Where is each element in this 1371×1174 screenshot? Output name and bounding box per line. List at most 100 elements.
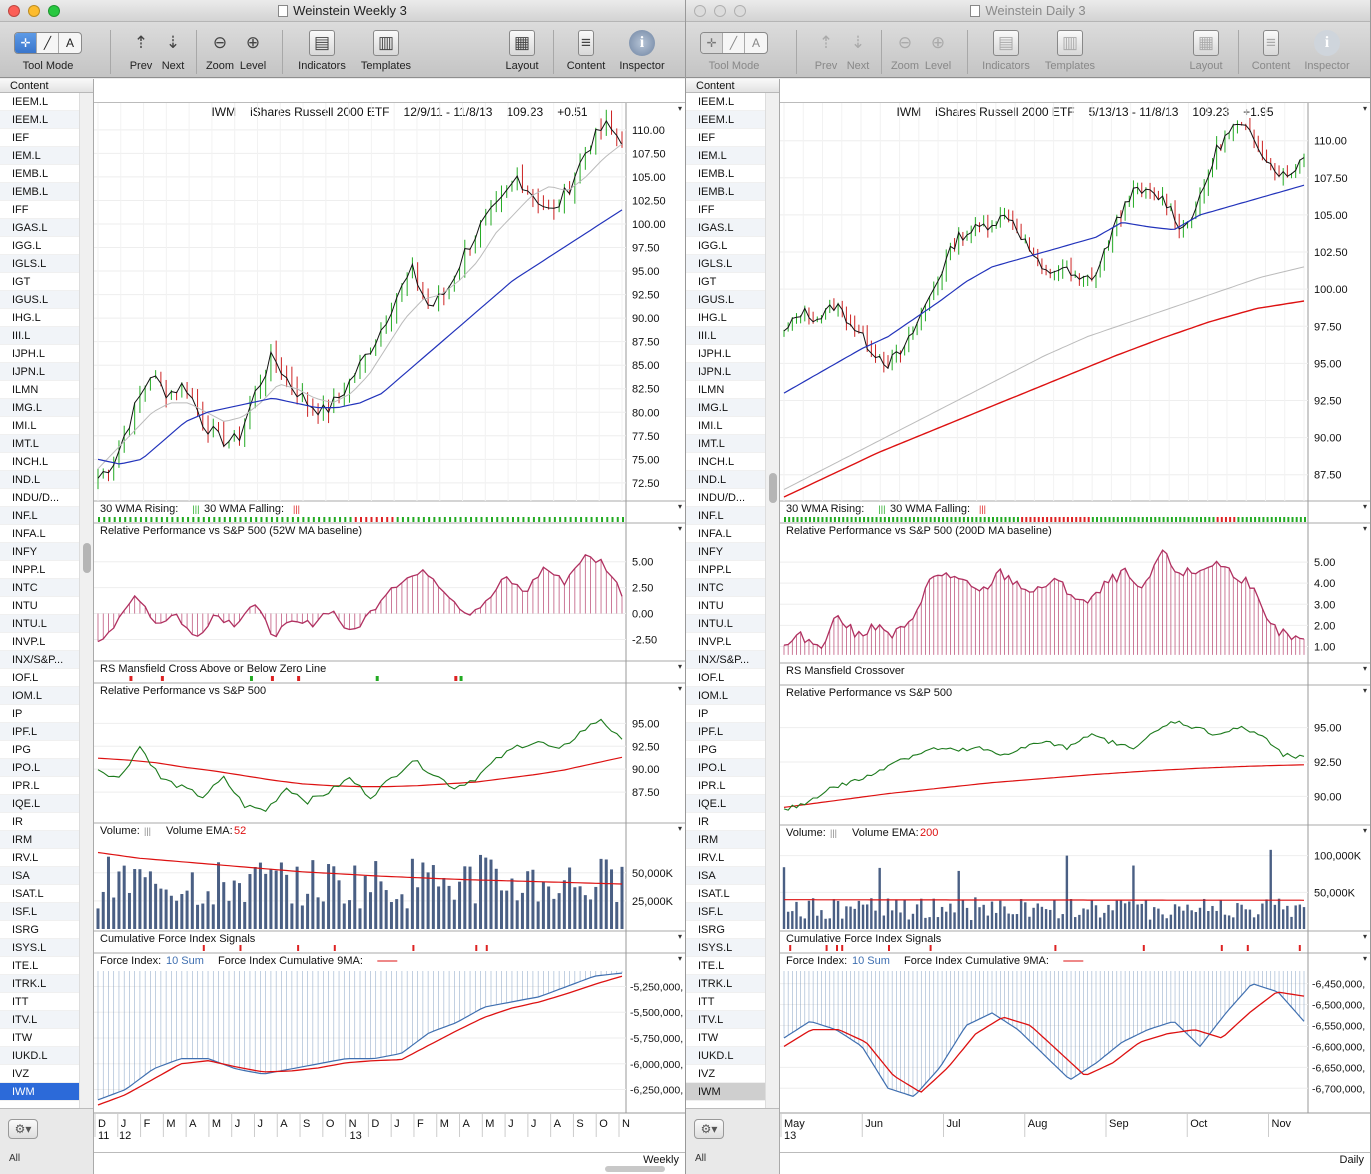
chart-panels[interactable]: ▾▾▾▾▾▾▾▾110.00107.50105.00102.50100.0097…	[94, 103, 686, 1153]
sidebar-item[interactable]: IMI.L	[0, 417, 79, 435]
window-daily[interactable]: Weinstein Daily 3 ✛ ╱ A Tool Mode ⇡ Prev ⇣…	[686, 0, 1371, 1174]
sidebar-item[interactable]: INCH.L	[0, 453, 79, 471]
sidebar-item[interactable]: IEF	[0, 129, 79, 147]
text-tool-icon[interactable]: A	[751, 36, 760, 50]
sidebar-item[interactable]: IR	[0, 813, 79, 831]
zoom-button[interactable]	[734, 5, 746, 17]
text-tool-icon[interactable]: A	[65, 36, 74, 50]
sidebar-item[interactable]: IJPN.L	[0, 363, 79, 381]
sidebar-item[interactable]: INTC	[0, 579, 79, 597]
sidebar-item[interactable]: IGT	[0, 273, 79, 291]
sidebar-item[interactable]: IUKD.L	[0, 1047, 79, 1065]
sidebar-item[interactable]: IPR.L	[0, 777, 79, 795]
sidebar-item[interactable]: IHG.L	[0, 309, 79, 327]
sidebar-item[interactable]: INCH.L	[686, 453, 765, 471]
sidebar-item[interactable]: IEF	[686, 129, 765, 147]
sidebar-item[interactable]: IP	[0, 705, 79, 723]
sidebar-item[interactable]: IMT.L	[0, 435, 79, 453]
sidebar-item[interactable]: IPO.L	[0, 759, 79, 777]
sidebar-item[interactable]: INFA.L	[686, 525, 765, 543]
sidebar-item[interactable]: IEMB.L	[0, 183, 79, 201]
zoom-in-button[interactable]: ⊕ Level	[921, 28, 955, 72]
sidebar-item[interactable]: IJPH.L	[0, 345, 79, 363]
sidebar-item[interactable]: INTU	[0, 597, 79, 615]
sidebar-item[interactable]: INTU	[686, 597, 765, 615]
sidebar-item[interactable]: IFF	[0, 201, 79, 219]
sidebar-item[interactable]: ISAT.L	[0, 885, 79, 903]
sidebar-item[interactable]: IQE.L	[0, 795, 79, 813]
sidebar-item[interactable]: IGAS.L	[686, 219, 765, 237]
sidebar-item[interactable]: IPG	[0, 741, 79, 759]
sidebar-item[interactable]: IVZ	[686, 1065, 765, 1083]
zoom-button[interactable]	[48, 5, 60, 17]
sidebar-item[interactable]: IEMB.L	[0, 165, 79, 183]
sidebar-item[interactable]: INTU.L	[686, 615, 765, 633]
sidebar-item[interactable]: INTC	[686, 579, 765, 597]
draw-line-icon[interactable]: ╱	[37, 33, 59, 53]
tool-mode-control[interactable]: ✛ ╱ A Tool Mode	[14, 28, 82, 72]
sidebar-item[interactable]: INVP.L	[686, 633, 765, 651]
sidebar-item[interactable]: INFY	[686, 543, 765, 561]
close-button[interactable]	[8, 5, 20, 17]
crosshair-icon[interactable]: ✛	[15, 33, 37, 53]
sidebar-item[interactable]: IHG.L	[686, 309, 765, 327]
sidebar-item[interactable]: ITV.L	[686, 1011, 765, 1029]
sidebar-item[interactable]: IEEM.L	[0, 93, 79, 111]
sidebar-item[interactable]: IEM.L	[686, 147, 765, 165]
sidebar-item[interactable]: ITE.L	[686, 957, 765, 975]
sidebar-item[interactable]: IRM	[686, 831, 765, 849]
minimize-button[interactable]	[714, 5, 726, 17]
content-button[interactable]: ≡ Content	[1247, 28, 1295, 72]
interval-label[interactable]: Weekly	[643, 1154, 679, 1166]
sidebar-item[interactable]: IRV.L	[686, 849, 765, 867]
content-button[interactable]: ≡ Content	[562, 28, 610, 72]
sidebar-item[interactable]: IFF	[686, 201, 765, 219]
sidebar-item[interactable]: IOF.L	[686, 669, 765, 687]
zoom-in-button[interactable]: ⊕ Level	[236, 28, 270, 72]
crosshair-icon[interactable]: ✛	[701, 33, 723, 53]
sidebar-item[interactable]: INX/S&P...	[686, 651, 765, 669]
sidebar-item[interactable]: INTU.L	[0, 615, 79, 633]
templates-button[interactable]: ▥ Templates	[356, 28, 416, 72]
scrollbar-thumb[interactable]	[769, 473, 777, 503]
sidebar-scrollbar[interactable]	[79, 93, 93, 1115]
zoom-out-button[interactable]: ⊖ Zoom	[889, 28, 921, 72]
sidebar-item[interactable]: IGG.L	[0, 237, 79, 255]
minimize-button[interactable]	[28, 5, 40, 17]
sidebar-item[interactable]: IPR.L	[686, 777, 765, 795]
sidebar-item[interactable]: IEEM.L	[0, 111, 79, 129]
sidebar-item[interactable]: IOF.L	[0, 669, 79, 687]
symbol-list[interactable]: IEEM.L IEEM.L IEF IEM.L IEMB.L IEMB.L IFF IGAS.…	[0, 93, 79, 1115]
sidebar-item[interactable]: IND.L	[0, 471, 79, 489]
window-titlebar[interactable]: Weinstein Weekly 3	[0, 0, 685, 22]
sidebar-item[interactable]: IGAS.L	[0, 219, 79, 237]
indicators-button[interactable]: ▤ Indicators	[976, 28, 1036, 72]
indicators-button[interactable]: ▤ Indicators	[292, 28, 352, 72]
tool-mode-control[interactable]: ✛ ╱ A Tool Mode	[700, 28, 768, 72]
chart-panels[interactable]: ▾▾▾▾▾▾▾▾110.00107.50105.00102.50100.0097…	[780, 103, 1371, 1153]
scrollbar-thumb[interactable]	[83, 543, 91, 573]
sidebar-item[interactable]: IRV.L	[0, 849, 79, 867]
sidebar-item[interactable]: IOM.L	[686, 687, 765, 705]
sidebar-item[interactable]: INFY	[0, 543, 79, 561]
sidebar-item[interactable]: IUKD.L	[686, 1047, 765, 1065]
gear-icon[interactable]: ⚙▾	[694, 1119, 724, 1139]
interval-label[interactable]: Daily	[1339, 1154, 1364, 1166]
sidebar-item[interactable]: IEEM.L	[686, 111, 765, 129]
sidebar-item[interactable]: INPP.L	[686, 561, 765, 579]
inspector-button[interactable]: i Inspector	[614, 28, 670, 72]
sidebar-scrollbar[interactable]	[765, 93, 779, 1115]
sidebar-item[interactable]: ITT	[686, 993, 765, 1011]
sidebar-item[interactable]: IPF.L	[686, 723, 765, 741]
prev-button[interactable]: ⇡ Prev	[127, 28, 155, 72]
sidebar-item[interactable]: IMI.L	[686, 417, 765, 435]
gear-icon[interactable]: ⚙▾	[8, 1119, 38, 1139]
sidebar-item[interactable]: ISF.L	[686, 903, 765, 921]
sidebar-item[interactable]: INFA.L	[0, 525, 79, 543]
sidebar-item[interactable]: INDU/D...	[0, 489, 79, 507]
window-titlebar[interactable]: Weinstein Daily 3	[686, 0, 1370, 22]
sidebar-item[interactable]: ITW	[0, 1029, 79, 1047]
prev-button[interactable]: ⇡ Prev	[812, 28, 840, 72]
sidebar-item[interactable]: IEMB.L	[686, 165, 765, 183]
sidebar-item[interactable]: IMG.L	[686, 399, 765, 417]
